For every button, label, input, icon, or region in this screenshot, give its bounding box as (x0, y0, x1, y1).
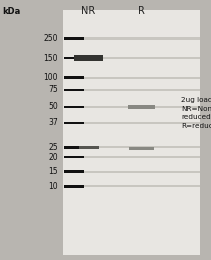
Bar (64, 106, 84, 108)
Text: 100: 100 (43, 73, 58, 82)
Bar (84, 146, 200, 148)
Text: 20: 20 (48, 153, 58, 161)
Text: 50: 50 (48, 102, 58, 112)
Bar (63, 10, 200, 255)
Text: 150: 150 (43, 54, 58, 63)
Text: R: R (138, 6, 145, 16)
Bar (64, 37, 84, 40)
Text: 15: 15 (48, 167, 58, 176)
Bar (64, 146, 84, 148)
Bar (84, 185, 200, 187)
Bar (84, 122, 200, 124)
Bar (64, 76, 84, 79)
Text: 75: 75 (48, 85, 58, 94)
Bar (84, 37, 200, 40)
Bar (64, 156, 84, 158)
Text: kDa: kDa (2, 6, 20, 16)
Bar (84, 171, 200, 173)
Bar (64, 88, 84, 91)
Text: 10: 10 (48, 182, 58, 191)
Bar (84, 57, 200, 59)
Bar (64, 170, 84, 173)
Bar (64, 121, 84, 124)
Bar (129, 147, 154, 150)
Bar (78, 146, 99, 149)
Text: 250: 250 (43, 34, 58, 43)
Bar (84, 89, 200, 91)
Bar (64, 57, 84, 59)
Bar (64, 185, 84, 188)
Bar (84, 76, 200, 79)
Bar (128, 105, 155, 109)
Bar (84, 156, 200, 158)
Text: NR: NR (81, 6, 96, 16)
Bar (84, 106, 200, 108)
Bar (74, 55, 103, 61)
Text: 2ug loading
NR=Non-
reduced
R=reduced: 2ug loading NR=Non- reduced R=reduced (181, 97, 211, 129)
Text: 37: 37 (48, 118, 58, 127)
Text: 25: 25 (48, 143, 58, 152)
